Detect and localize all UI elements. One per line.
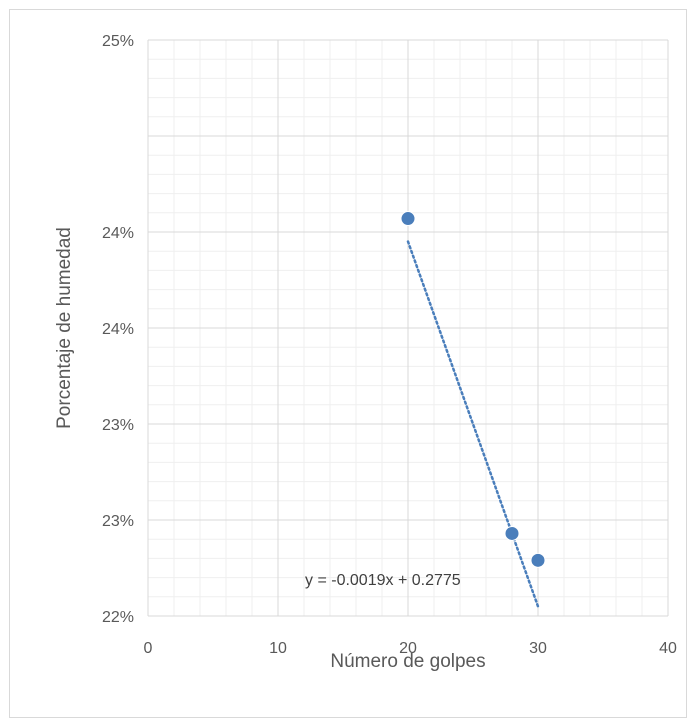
- x-axis-title: Número de golpes: [330, 651, 485, 672]
- x-tick-label: 20: [399, 640, 417, 657]
- y-tick-label: 24%: [102, 321, 134, 338]
- y-tick-label: 25%: [102, 33, 134, 50]
- trendline-equation: y = -0.0019x + 0.2775: [305, 572, 461, 589]
- trendline-group: [406, 240, 540, 608]
- x-tick-label: 30: [529, 640, 547, 657]
- chart-frame: [9, 9, 687, 718]
- trendline: [406, 240, 540, 608]
- y-tick-label: 24%: [102, 225, 134, 242]
- x-tick-labels: 0 10 20 30 40: [144, 640, 677, 657]
- x-tick-label: 40: [659, 640, 677, 657]
- x-tick-label: 0: [144, 640, 153, 657]
- y-tick-label: 23%: [102, 417, 134, 434]
- data-point: [504, 525, 520, 541]
- y-tick-label: 22%: [102, 609, 134, 626]
- major-grid: [147, 39, 669, 617]
- data-point: [400, 211, 416, 227]
- data-points: [400, 211, 546, 568]
- data-point: [530, 552, 546, 568]
- x-tick-label: 10: [269, 640, 287, 657]
- y-tick-labels: 22% 23% 23% 24% 24% 25%: [102, 33, 134, 626]
- y-tick-label: 23%: [102, 513, 134, 530]
- y-axis-title: Porcentaje de humedad: [54, 227, 75, 429]
